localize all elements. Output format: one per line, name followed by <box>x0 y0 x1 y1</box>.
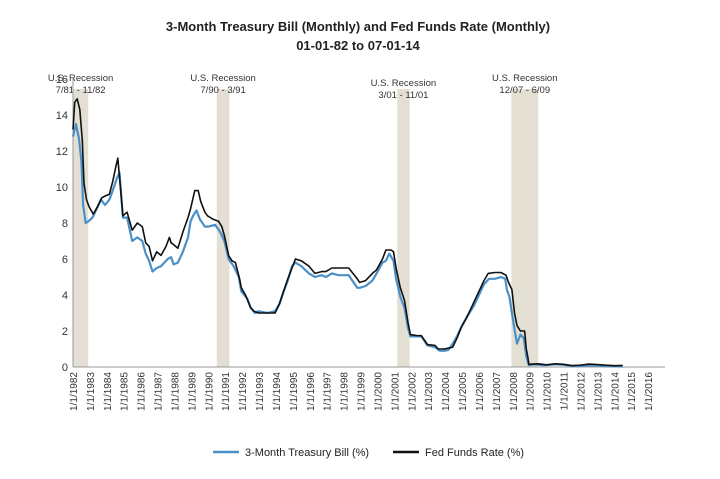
recession-dates: 7/90 - 3/91 <box>200 85 245 96</box>
x-tick-label: 1/1/2000 <box>373 372 384 411</box>
x-tick-label: 1/1/2008 <box>509 372 520 411</box>
y-tick-label: 10 <box>56 182 68 194</box>
x-tick-label: 1/1/1997 <box>323 372 334 411</box>
recession-label: U.S. Recession <box>492 73 557 84</box>
recession-band <box>216 89 230 367</box>
x-tick-label: 1/1/1985 <box>120 372 131 411</box>
x-tick-label: 1/1/1989 <box>187 372 198 411</box>
x-tick-label: 1/1/1984 <box>103 372 114 411</box>
x-tick-label: 1/1/2013 <box>593 372 604 411</box>
chart-title: 3-Month Treasury Bill (Monthly) and Fed … <box>166 19 550 34</box>
y-tick-labels: 0 2 4 6 8 10 12 14 16 <box>56 74 68 374</box>
y-tick-label: 0 <box>62 362 68 374</box>
x-tick-label: 1/1/1998 <box>340 372 351 411</box>
x-tick-label: 1/1/2007 <box>492 372 503 411</box>
x-tick-label: 1/1/2016 <box>644 372 655 411</box>
recession-label: U.S. Recession <box>371 78 436 89</box>
x-tick-label: 1/1/1993 <box>255 372 266 411</box>
legend-label: Fed Funds Rate (%) <box>425 447 524 459</box>
chart-subtitle: 01-01-82 to 07-01-14 <box>296 38 420 53</box>
axes <box>72 79 665 368</box>
x-tick-label: 1/1/1995 <box>289 372 300 411</box>
x-tick-label: 1/1/1986 <box>137 372 148 411</box>
y-tick-label: 2 <box>62 326 68 338</box>
y-tick-label: 6 <box>62 254 68 266</box>
x-tick-label: 1/1/1982 <box>69 372 80 411</box>
x-tick-label: 1/1/2014 <box>610 372 621 411</box>
x-tick-label: 1/1/2005 <box>458 372 469 411</box>
x-tick-label: 1/1/1987 <box>154 372 165 411</box>
recession-band <box>511 89 539 367</box>
x-tick-label: 1/1/1999 <box>357 372 368 411</box>
y-tick-label: 12 <box>56 146 68 158</box>
x-tick-label: 1/1/2003 <box>424 372 435 411</box>
x-tick-label: 1/1/1990 <box>204 372 215 411</box>
legend: 3-Month Treasury Bill (%) Fed Funds Rate … <box>213 447 524 459</box>
x-tick-label: 1/1/2006 <box>475 372 486 411</box>
x-tick-labels: 1/1/1982 1/1/1983 1/1/1984 1/1/1985 1/1/1986… <box>69 372 655 411</box>
x-tick-label: 1/1/2002 <box>407 372 418 411</box>
recession-dates: 7/81 - 11/82 <box>56 85 106 96</box>
y-tick-label: 16 <box>56 74 68 86</box>
x-tick-label: 1/1/1983 <box>86 372 97 411</box>
legend-label: 3-Month Treasury Bill (%) <box>245 447 369 459</box>
recession-band <box>73 89 89 367</box>
x-tick-label: 1/1/2001 <box>390 372 401 411</box>
x-tick-label: 1/1/2004 <box>441 372 452 411</box>
series-lines <box>71 98 623 368</box>
y-tick-label: 14 <box>56 110 68 122</box>
recession-label: U.S. Recession <box>190 73 255 84</box>
x-tick-label: 1/1/1996 <box>306 372 317 411</box>
recession-label: U.S. Recession <box>48 73 113 84</box>
x-tick-label: 1/1/2010 <box>543 372 554 411</box>
x-tick-label: 1/1/1988 <box>170 372 181 411</box>
y-tick-label: 4 <box>62 290 68 302</box>
y-tick-label: 8 <box>62 218 68 230</box>
x-tick-label: 1/1/1994 <box>272 372 283 411</box>
x-tick-label: 1/1/1991 <box>221 372 232 411</box>
fedfunds-series-line <box>72 98 623 367</box>
x-tick-label: 1/1/1992 <box>238 372 249 411</box>
recession-dates: 3/01 - 11/01 <box>378 90 428 101</box>
tbill-series-line <box>71 122 623 368</box>
recession-dates: 12/07 - 6/09 <box>499 85 550 96</box>
x-tick-label: 1/1/2009 <box>526 372 537 411</box>
x-tick-label: 1/1/2012 <box>576 372 587 411</box>
x-tick-label: 1/1/2011 <box>560 372 571 411</box>
x-tick-label: 1/1/2015 <box>627 372 638 411</box>
